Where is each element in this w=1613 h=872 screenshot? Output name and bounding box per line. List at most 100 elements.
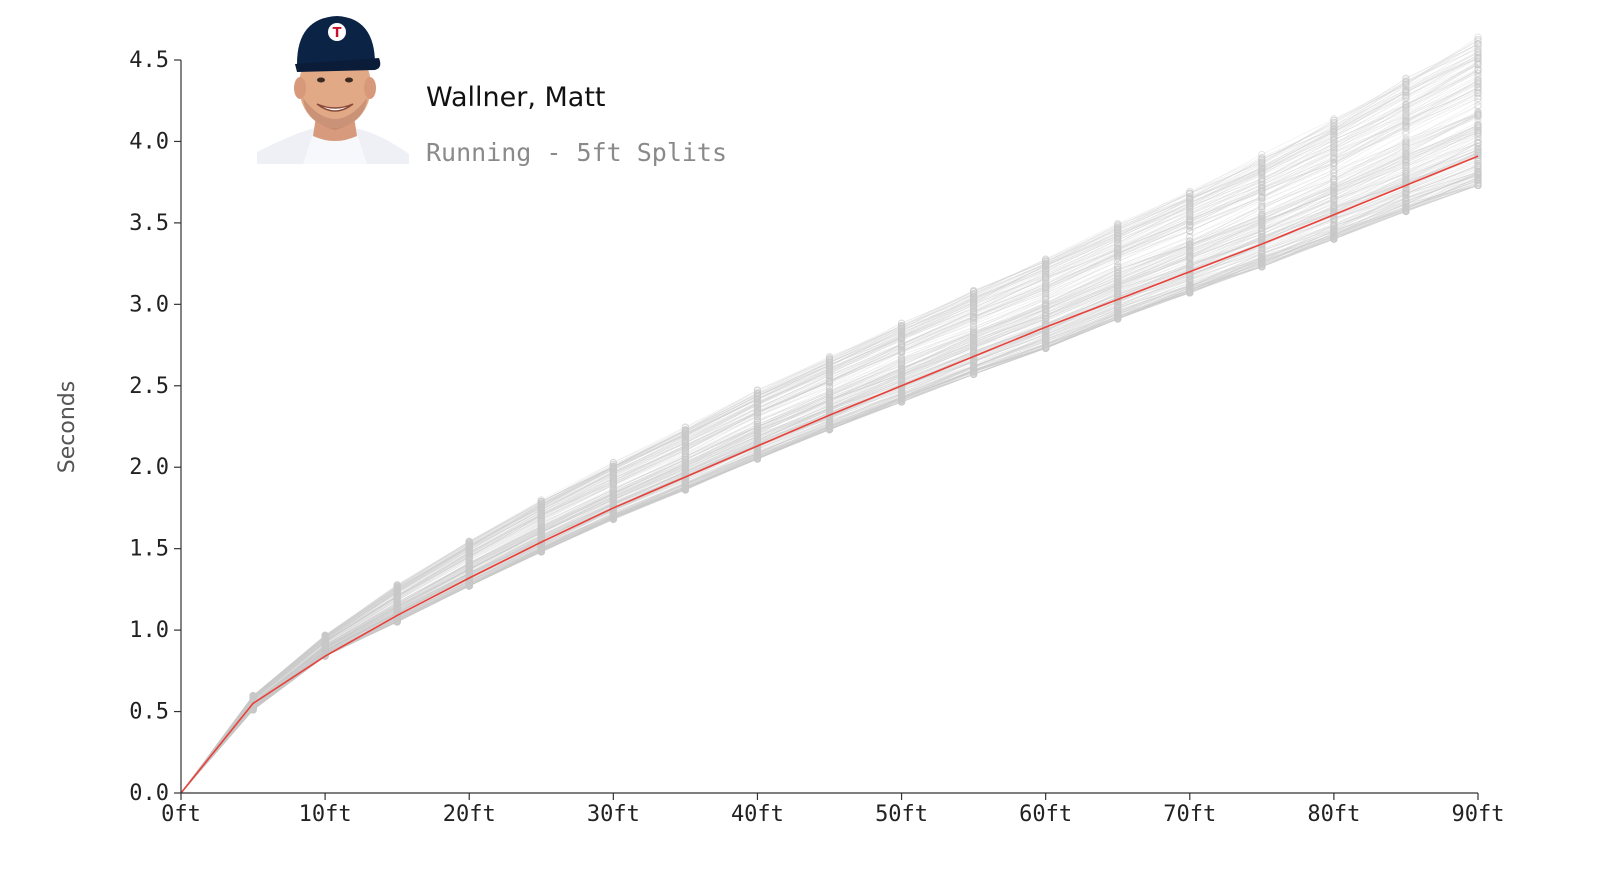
background-run-point (1186, 189, 1194, 197)
background-run-point (1114, 254, 1122, 262)
background-run-line (180, 185, 1479, 794)
background-run-point (1330, 117, 1338, 125)
background-run-line (180, 126, 1479, 794)
background-run-point (1186, 239, 1194, 248)
background-run-point (970, 370, 978, 378)
background-run-point (1474, 37, 1482, 46)
background-run-point (1186, 220, 1194, 228)
background-run-line (180, 180, 1479, 794)
background-run-point (897, 322, 906, 330)
background-run-line (180, 172, 1479, 794)
background-run-point (1474, 58, 1482, 66)
background-run-point (681, 432, 689, 440)
background-run-point (681, 486, 689, 494)
highlight-run-line (180, 155, 1479, 794)
x-tick-label: 40ft (731, 802, 784, 827)
background-run-point (1114, 235, 1122, 244)
background-run-point (1042, 314, 1050, 322)
background-run-line (180, 114, 1479, 794)
background-run-line (180, 183, 1479, 794)
background-run-point (1258, 250, 1266, 259)
y-tick-label: 2.5 (129, 374, 169, 399)
background-run-point (1114, 263, 1122, 271)
background-run-point (970, 330, 978, 338)
background-run-point (465, 551, 473, 559)
background-run-line (180, 151, 1479, 794)
background-run-point (1474, 48, 1482, 57)
background-run-point (1474, 73, 1482, 82)
background-run-point (681, 483, 689, 491)
background-run-line (180, 177, 1479, 794)
background-run-line (180, 142, 1479, 794)
background-run-point (1042, 344, 1050, 352)
background-run-point (1186, 227, 1194, 236)
background-run-line (180, 166, 1479, 794)
background-run-point (1258, 245, 1266, 253)
background-run-point (1402, 202, 1410, 210)
y-tick-label: 4.0 (129, 129, 169, 154)
background-run-point (249, 706, 257, 714)
background-run-point (609, 469, 617, 477)
background-run-point (1258, 201, 1266, 209)
background-run-point (393, 585, 401, 593)
background-run-point (897, 326, 906, 334)
background-run-point (1402, 105, 1410, 113)
background-run-line (180, 171, 1479, 794)
y-axis-ticks: 0.0 0.5 1.0 1.5 2.0 2.5 3.0 3.5 4.0 4.5 (129, 48, 181, 806)
background-run-point (970, 312, 978, 321)
background-run-line (180, 179, 1479, 794)
player-name: Wallner, Matt (426, 82, 606, 113)
background-run-point (1330, 147, 1338, 155)
background-run-point (1474, 168, 1482, 176)
background-run-point (825, 426, 834, 434)
background-run-line (180, 115, 1479, 794)
background-run-point (1258, 150, 1266, 159)
background-run-point (1330, 235, 1338, 243)
background-run-point (1402, 117, 1410, 125)
background-run-point (465, 562, 473, 570)
background-run-line (180, 168, 1479, 794)
background-run-point (1114, 278, 1122, 286)
background-run-line (180, 179, 1479, 794)
background-run-line (180, 185, 1479, 794)
background-run-point (970, 357, 978, 365)
background-run-line (180, 83, 1479, 794)
background-run-point (1114, 241, 1122, 249)
background-run-point (753, 398, 762, 406)
background-run-point (249, 693, 257, 701)
background-run-point (1114, 300, 1122, 309)
background-run-point (1258, 227, 1266, 235)
background-run-point (537, 511, 545, 519)
background-run-point (1114, 282, 1122, 290)
background-run-point (897, 347, 906, 355)
background-run-point (609, 459, 617, 467)
x-tick-label: 50ft (875, 802, 928, 827)
background-run-point (1474, 177, 1482, 185)
background-run-point (1186, 187, 1194, 195)
background-run-point (1114, 315, 1122, 323)
background-run-point (897, 386, 906, 394)
background-run-point (1330, 197, 1338, 205)
background-run-point (825, 391, 834, 399)
background-run-line (180, 178, 1479, 794)
background-run-line (180, 182, 1479, 794)
background-run-line (180, 172, 1479, 794)
background-run-line (180, 182, 1479, 794)
background-run-line (180, 165, 1479, 794)
background-run-point (1330, 136, 1338, 144)
background-run-line (180, 142, 1479, 794)
background-run-line (180, 151, 1479, 794)
background-run-point (537, 506, 545, 514)
background-run-point (1474, 118, 1482, 126)
background-run-point (1114, 249, 1122, 257)
background-run-point (1114, 224, 1122, 232)
background-run-point (1330, 175, 1338, 183)
background-run-line (180, 84, 1479, 794)
background-run-point (393, 583, 401, 591)
player-headshot-icon: T (257, 14, 409, 164)
background-run-point (321, 641, 329, 649)
background-run-point (1258, 156, 1266, 164)
background-run-point (1402, 121, 1410, 129)
background-run-point (1186, 203, 1194, 211)
